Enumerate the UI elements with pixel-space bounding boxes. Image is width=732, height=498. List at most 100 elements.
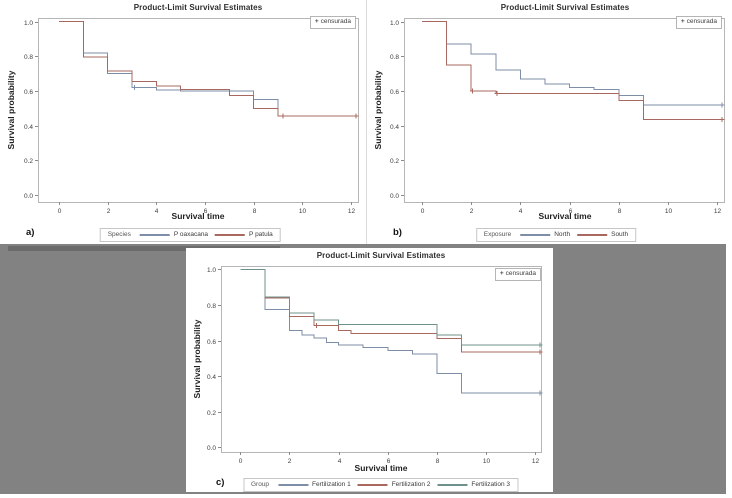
plot-frame [404,18,725,203]
x-tick-label: 2 [470,208,474,215]
y-tick-label: 0.4 [207,374,216,381]
survival-curve-p-oaxacana [59,21,356,117]
x-tick-label: 12 [714,208,722,215]
y-tick-label: 0.0 [24,193,33,200]
legend-entry: Fertilization 2 [357,481,431,489]
y-tick-label: 0.0 [390,193,399,200]
panel-a-group-legend: Species P oaxacana P patula [99,228,281,242]
x-tick-label: 4 [338,458,342,465]
legend-line-swatch [278,483,309,486]
y-axis-label: Survival probability [373,70,383,149]
x-tick-label: 10 [299,208,307,215]
y-tick-label: 0.4 [24,124,33,131]
legend-entry: P oaxacana [139,231,209,239]
legend-entry: South [577,231,628,239]
x-tick-label: 8 [253,208,257,215]
censor-marker [314,322,319,328]
panel-a-plot-canvas: 1.0 0.8 0.6 0.4 0.2 0.0 0 2 4 6 8 10 12 Survival prob… [6,18,359,215]
panel-a-censored-legend: + censurada [309,16,356,29]
censored-label: censurada [320,18,351,25]
legend-entry-label: P oaxacana [173,231,209,238]
censor-marker [537,390,543,396]
legend-entry-label: Fertilization 3 [471,481,511,488]
legend-line-swatch [437,483,468,486]
y-tick-label: 0.2 [390,158,399,165]
y-tick-label: 1.0 [207,267,216,274]
x-tick-label: 0 [421,208,425,215]
censor-marker [353,113,359,119]
censor-marker [494,91,500,97]
panel-b-title: Product-Limit Survival Estimates [500,3,630,12]
censored-label: censurada [686,18,717,25]
panel-a-tag: a) [26,227,35,238]
panel-b-x-axis-label: Survival time [538,211,592,221]
group-legend-title: Exposure [483,231,512,238]
x-tick-label: 6 [569,208,573,215]
legend-entry-label: Fertilization 1 [312,481,351,488]
y-tick-label: 0.4 [390,124,399,131]
y-axis-label: Survival probability [192,319,202,398]
panel-c-censored-legend: + censurada [494,268,541,281]
censor-marker [719,117,725,123]
censor-plus-icon: + [680,18,685,25]
survival-curve-p-patula [59,21,356,117]
y-tick-label: 0.6 [24,89,33,96]
x-tick-label: 8 [436,458,440,465]
y-tick-label: 0.2 [207,410,216,417]
x-tick-label: 6 [387,458,391,465]
censor-marker [537,349,543,355]
legend-entry-label: Fertilization 2 [391,481,431,488]
legend-line-swatch [520,233,551,236]
legend-entry-label: South [611,231,629,238]
x-tick-label: 12 [532,458,540,465]
survival-curve-fertilization-2 [240,268,541,353]
panel-b-plot-canvas: 1.0 0.8 0.6 0.4 0.2 0.0 0 2 4 6 8 10 12 Survival prob… [373,18,725,215]
survival-curve-south [422,21,723,121]
panel-c-x-axis-label: Survival time [354,463,408,473]
x-tick-label: 0 [239,458,243,465]
legend-entry-label: North [554,231,571,238]
censor-marker [280,113,286,119]
panel-b-survival-plot: 1.0 0.8 0.6 0.4 0.2 0.0 0 2 4 6 8 10 12 Survival prob… [367,0,732,244]
censor-plus-icon: + [499,270,504,277]
censor-marker [537,342,543,348]
panel-a-x-axis-label: Survival time [171,211,225,221]
survival-curve-north [422,21,723,106]
x-tick-label: 2 [288,458,292,465]
legend-entry: North [520,231,570,239]
legend-line-swatch [357,483,388,486]
plot-frame [38,18,359,203]
panel-divider [366,0,367,244]
y-tick-label: 1.0 [390,20,399,27]
censor-marker [719,102,725,108]
x-tick-label: 6 [204,208,208,215]
panel-b-tag: b) [393,227,402,238]
panel-c-title: Product-Limit Survival Estimates [316,251,446,260]
y-tick-label: 0.8 [207,303,216,310]
censor-marker [131,85,137,91]
x-tick-label: 2 [107,208,111,215]
y-tick-label: 1.0 [24,20,33,27]
legend-line-swatch [215,233,246,236]
legend-entry: Fertilization 1 [278,481,351,489]
y-tick-label: 0.8 [390,54,399,61]
panel-a-survival-plot: 1.0 0.8 0.6 0.4 0.2 0.0 0 2 4 6 8 10 12 Survival prob… [0,0,366,244]
plot-frame [221,266,542,453]
legend-entry-label: P patula [249,231,273,238]
panel-c-group-legend: Group Fertilization 1 Fertilization 2 Ferti… [242,478,519,492]
survival-curve-fertilization-3 [240,268,541,346]
survival-curve-fertilization-1 [240,268,541,394]
panel-c-tag: c) [216,477,225,488]
y-tick-label: 0.8 [24,54,33,61]
x-tick-label: 10 [483,458,491,465]
x-tick-label: 8 [618,208,622,215]
legend-line-swatch [139,233,170,236]
group-legend-title: Species [107,231,131,238]
panel-a-title: Product-Limit Survival Estimates [133,3,263,12]
x-tick-label: 4 [155,208,159,215]
y-tick-label: 0.0 [207,445,216,452]
y-tick-label: 0.2 [24,158,33,165]
panel-c-plot-canvas: 1.0 0.8 0.6 0.4 0.2 0.0 0 2 4 6 8 10 12 Survival prob… [192,266,543,465]
panel-c-survival-plot: 1.0 0.8 0.6 0.4 0.2 0.0 0 2 4 6 8 10 12 Survival prob… [186,248,553,492]
